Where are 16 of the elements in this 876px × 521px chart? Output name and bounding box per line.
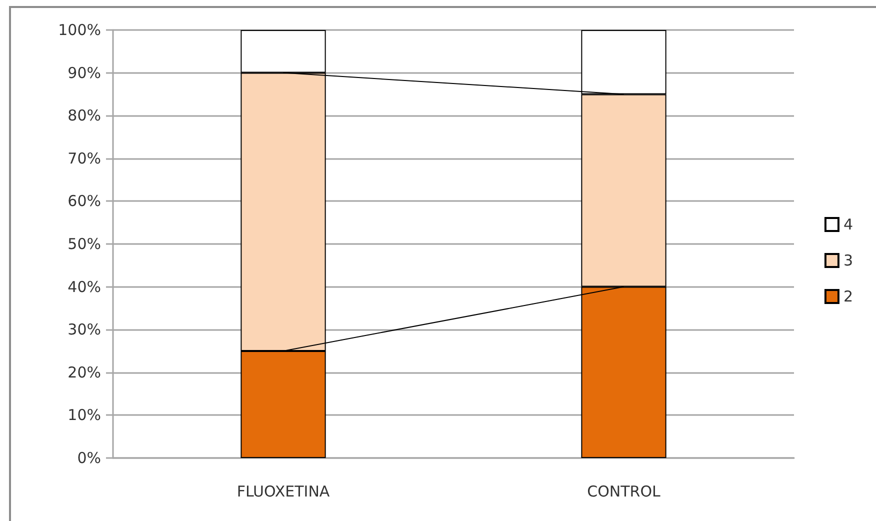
y-tick-label: 30%: [68, 320, 101, 339]
y-tick-label: 10%: [68, 406, 101, 424]
y-tick-label: 60%: [68, 192, 101, 210]
x-tick-label: CONTROL: [587, 482, 662, 500]
y-tick-label: 50%: [68, 235, 101, 253]
legend-label: 3: [843, 252, 854, 270]
y-tick-label: 40%: [68, 278, 101, 296]
y-tick-label: 90%: [68, 64, 101, 82]
y-tick-label: 80%: [68, 106, 101, 125]
y-tick-label: 100%: [58, 21, 101, 39]
y-tick-label: 20%: [68, 363, 101, 382]
y-tick-label: 0%: [77, 449, 101, 467]
x-tick-label: FLUOXETINA: [236, 482, 330, 500]
legend-label: 2: [843, 288, 854, 306]
y-tick-label: 70%: [68, 149, 101, 168]
legend-label: 4: [843, 216, 854, 234]
